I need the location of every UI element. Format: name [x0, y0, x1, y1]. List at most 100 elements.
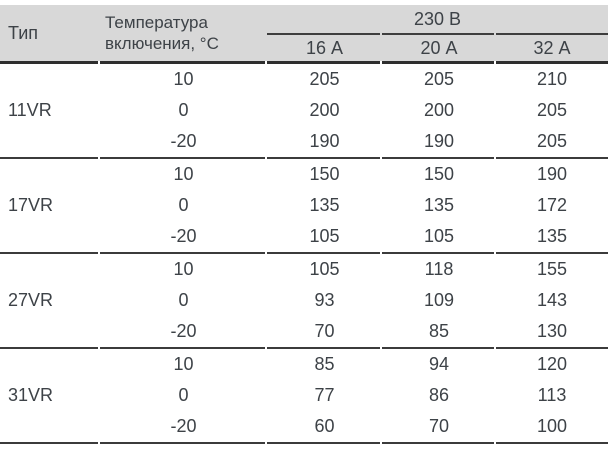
column-header-voltage: 230 В [413, 8, 462, 29]
value-cell: 150 [309, 164, 340, 184]
value-cell: 105 [309, 259, 340, 279]
ratings-table: Тип Температура включения, °С 230 В 16 А… [0, 5, 608, 444]
table-header: Тип Температура включения, °С 230 В 16 А… [0, 5, 608, 61]
value-cell: 150 [423, 164, 455, 184]
value-cell: 172 [536, 195, 568, 215]
rule-segment [0, 347, 98, 349]
rule-segment [100, 252, 265, 254]
rule-segment [0, 442, 98, 444]
group-17vr: 17VR 10 150 150 190 0 135 135 172 -20 10… [0, 159, 608, 252]
temperature-label-line1: Температура [105, 13, 208, 32]
value-cell: 118 [424, 259, 454, 279]
group-31vr: 31VR 10 85 94 120 0 77 86 113 -20 60 70 … [0, 349, 608, 442]
rule-segment [267, 347, 380, 349]
rule-segment [382, 157, 494, 159]
rule-segment [267, 442, 380, 444]
value-cell: 77 [314, 385, 335, 405]
value-cell: 94 [428, 354, 450, 374]
current-column-headers: 16 А 20 А 32 А [267, 35, 608, 61]
type-label: 27VR [8, 290, 54, 310]
value-cell: 70 [428, 416, 450, 436]
rule-segment [496, 252, 608, 254]
rule-segment [267, 33, 380, 35]
value-cell: 93 [314, 290, 335, 310]
type-label: 17VR [8, 195, 54, 215]
column-header-20a: 20 А [420, 37, 458, 58]
value-cell: 120 [536, 354, 568, 374]
column-header-32a: 32 А [533, 37, 571, 58]
column-header-type: Тип [8, 22, 39, 43]
rule-segment [267, 157, 380, 159]
rule-segment [267, 61, 380, 64]
rule-segment [382, 33, 494, 35]
value-cell: 135 [536, 226, 568, 246]
temperature-cell: -20 [170, 416, 197, 436]
value-cell: 100 [536, 416, 568, 436]
temperature-cell: 10 [173, 259, 194, 279]
rule-segment [496, 347, 608, 349]
rule-segment [496, 33, 608, 35]
rule-segment [382, 252, 494, 254]
value-cell: 190 [423, 131, 455, 151]
value-cell: 190 [309, 131, 340, 151]
rule-segment [496, 442, 608, 444]
value-cell: 205 [423, 69, 455, 89]
group-separator-rule [0, 347, 608, 349]
temperature-cell: -20 [170, 131, 197, 151]
value-cell: 135 [423, 195, 455, 215]
value-cell: 86 [428, 385, 450, 405]
temperature-cell: 0 [178, 195, 189, 215]
temperature-cell: 0 [178, 385, 189, 405]
column-header-16a: 16 А [305, 37, 344, 58]
value-cell: 105 [309, 226, 340, 246]
value-cell: 190 [536, 164, 568, 184]
value-cell: 105 [423, 226, 455, 246]
rule-segment [382, 442, 494, 444]
value-cell: 200 [309, 100, 340, 120]
group-separator-rule [0, 157, 608, 159]
rule-segment [0, 61, 98, 64]
value-cell: 85 [314, 354, 335, 374]
value-cell: 113 [537, 385, 567, 405]
value-cell: 200 [423, 100, 455, 120]
value-cell: 70 [314, 321, 335, 341]
rule-segment [0, 252, 98, 254]
value-cell: 143 [536, 290, 568, 310]
rule-segment [496, 157, 608, 159]
rule-segment [496, 61, 608, 64]
type-label: 11VR [8, 100, 52, 120]
value-cell: 60 [314, 416, 335, 436]
rule-segment [0, 157, 98, 159]
temperature-label-line2: включения, °С [105, 34, 219, 53]
rule-segment [382, 61, 494, 64]
value-cell: 210 [536, 69, 568, 89]
voltage-column-group: 230 В 16 А 20 А 32 А [267, 5, 608, 61]
voltage-underline [267, 33, 608, 35]
temperature-cell: 10 [173, 354, 194, 374]
temperature-cell: 0 [178, 290, 189, 310]
temperature-cell: 10 [173, 164, 194, 184]
group-27vr: 27VR 10 105 118 155 0 93 109 143 -20 70 … [0, 254, 608, 347]
value-cell: 109 [423, 290, 455, 310]
rule-segment [100, 347, 265, 349]
value-cell: 135 [309, 195, 340, 215]
value-cell: 205 [536, 100, 568, 120]
temperature-cell: -20 [170, 226, 197, 246]
rule-segment [382, 347, 494, 349]
value-cell: 205 [309, 69, 340, 89]
column-header-temperature: Температура включения, °С [100, 5, 267, 61]
temperature-cell: 0 [178, 100, 189, 120]
table-bottom-rule [0, 442, 608, 444]
temperature-cell: 10 [173, 69, 194, 89]
header-bottom-rule [0, 61, 608, 64]
type-label: 31VR [8, 385, 54, 405]
temperature-cell: -20 [170, 321, 197, 341]
rule-segment [100, 157, 265, 159]
rule-segment [100, 61, 265, 64]
group-separator-rule [0, 252, 608, 254]
value-cell: 130 [536, 321, 568, 341]
rule-segment [267, 252, 380, 254]
value-cell: 205 [536, 131, 568, 151]
rule-segment [100, 442, 265, 444]
group-11vr: 11VR 10 205 205 210 0 200 200 205 -20 19… [0, 64, 608, 157]
